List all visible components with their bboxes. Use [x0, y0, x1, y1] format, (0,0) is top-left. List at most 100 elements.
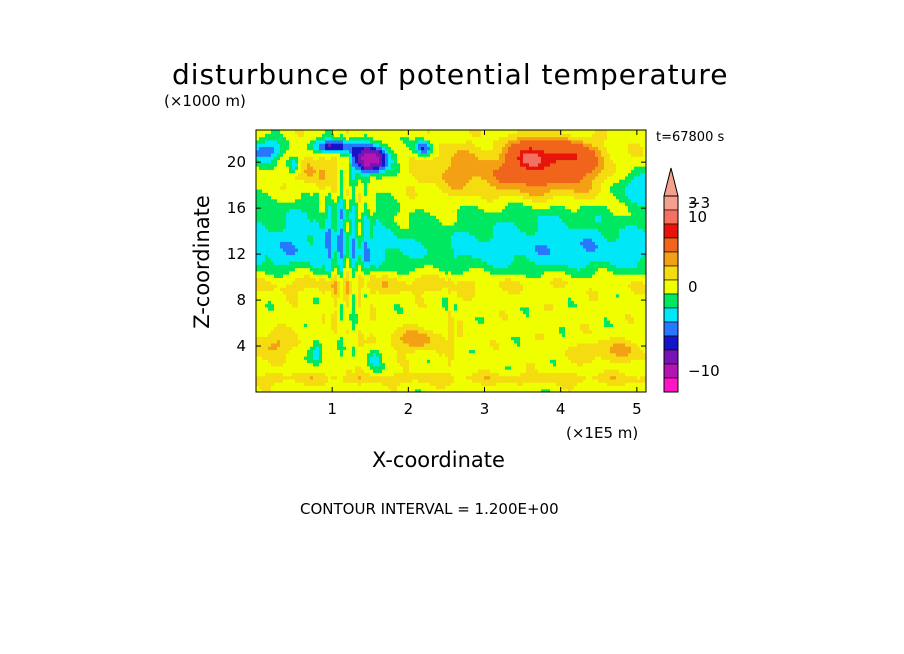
- field-cell: [397, 195, 401, 200]
- field-cell: [289, 198, 293, 203]
- field-cell: [265, 195, 269, 200]
- field-cell: [322, 244, 326, 249]
- field-cell: [265, 362, 269, 367]
- field-cell: [352, 372, 356, 377]
- field-cell: [385, 149, 389, 154]
- field-cell: [385, 247, 389, 252]
- field-cell: [358, 280, 362, 285]
- field-cell: [418, 247, 422, 252]
- field-cell: [382, 336, 386, 341]
- field-cell: [394, 198, 398, 203]
- field-cell: [304, 310, 308, 314]
- field-cell: [295, 382, 299, 387]
- field-cell: [382, 247, 386, 252]
- field-cell: [286, 139, 290, 144]
- field-cell: [256, 221, 260, 226]
- field-cell: [325, 139, 329, 144]
- field-cell: [400, 172, 404, 177]
- field-cell: [322, 372, 326, 377]
- field-cell: [367, 257, 371, 262]
- field-cell: [379, 234, 383, 239]
- field-cell: [277, 133, 281, 138]
- field-cell: [346, 231, 350, 236]
- field-cell: [268, 205, 272, 210]
- field-cell: [322, 169, 326, 174]
- field-cell: [271, 300, 275, 305]
- field-cell: [274, 362, 278, 367]
- field-cell: [283, 369, 287, 373]
- field-cell: [259, 375, 263, 380]
- field-cell: [424, 228, 428, 233]
- field-cell: [415, 274, 419, 278]
- field-cell: [301, 300, 305, 305]
- field-cell: [430, 342, 434, 347]
- field-cell: [340, 306, 344, 311]
- field-cell: [406, 293, 410, 298]
- field-cell: [274, 244, 278, 249]
- field-cell: [367, 369, 371, 373]
- field-cell: [271, 257, 275, 262]
- field-cell: [364, 310, 368, 314]
- field-cell: [418, 388, 422, 392]
- field-cell: [415, 247, 419, 252]
- field-cell: [400, 264, 404, 269]
- field-cell: [379, 319, 383, 324]
- field-cell: [328, 136, 332, 141]
- field-cell: [304, 231, 308, 236]
- field-cell: [346, 218, 350, 223]
- field-cell: [283, 251, 287, 256]
- field-cell: [373, 306, 377, 311]
- field-cell: [373, 139, 377, 144]
- field-cell: [328, 274, 332, 278]
- field-cell: [331, 172, 335, 177]
- field-cell: [271, 231, 275, 236]
- field-cell: [376, 385, 380, 390]
- field-cell: [340, 162, 344, 167]
- field-cell: [421, 375, 425, 380]
- field-cell: [364, 169, 368, 174]
- field-cell: [268, 208, 272, 213]
- field-cell: [349, 182, 353, 187]
- field-cell: [367, 169, 371, 174]
- field-cell: [358, 378, 362, 383]
- field-cell: [295, 215, 299, 220]
- field-cell: [313, 385, 317, 390]
- field-cell: [337, 375, 341, 380]
- field-cell: [268, 244, 272, 249]
- field-cell: [280, 192, 284, 197]
- field-cell: [415, 342, 419, 347]
- field-cell: [337, 365, 341, 370]
- field-cell: [334, 352, 338, 357]
- field-cell: [262, 342, 266, 347]
- field-cell: [334, 244, 338, 249]
- field-cell: [349, 195, 353, 200]
- field-cell: [265, 241, 269, 246]
- field-cell: [391, 224, 395, 229]
- field-cell: [274, 355, 278, 360]
- field-cell: [274, 283, 278, 288]
- field-cell: [340, 208, 344, 213]
- field-cell: [331, 251, 335, 256]
- field-cell: [292, 175, 296, 180]
- field-cell: [424, 162, 428, 167]
- field-cell: [259, 346, 263, 351]
- field-cell: [256, 205, 260, 210]
- field-cell: [262, 310, 266, 314]
- field-cell: [400, 287, 404, 292]
- field-cell: [382, 205, 386, 210]
- field-cell: [310, 333, 314, 337]
- field-cell: [274, 382, 278, 387]
- field-cell: [268, 372, 272, 377]
- field-cell: [319, 179, 323, 184]
- field-cell: [274, 323, 278, 328]
- field-cell: [373, 333, 377, 337]
- field-cell: [352, 267, 356, 272]
- field-cell: [370, 362, 374, 367]
- field-cell: [424, 280, 428, 285]
- field-cell: [361, 208, 365, 213]
- field-cell: [346, 166, 350, 170]
- field-cell: [388, 149, 392, 154]
- field-cell: [316, 247, 320, 252]
- field-cell: [343, 388, 347, 392]
